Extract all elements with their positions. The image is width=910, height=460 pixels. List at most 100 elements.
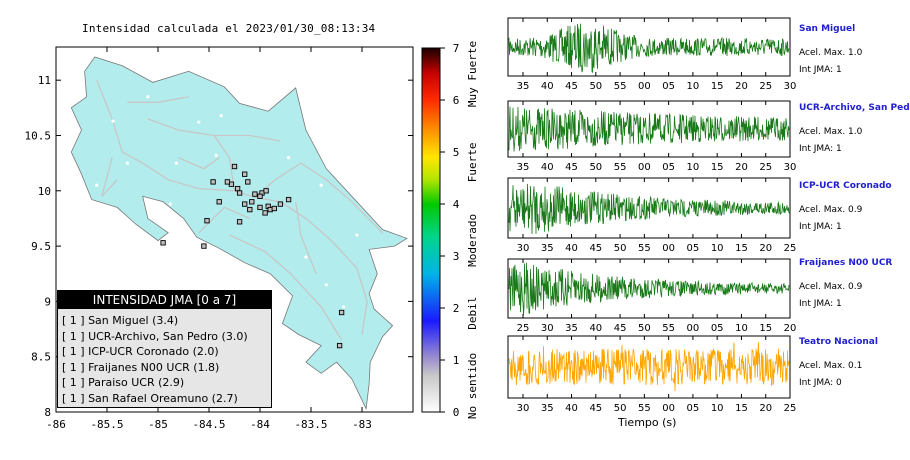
colorbar-category-label-4: Muy Fuerte <box>466 41 479 107</box>
station-intensity-label: Int JMA: 0 <box>799 378 842 388</box>
station-marker-4 <box>236 190 243 196</box>
map-ytick-label-4: 9 <box>44 295 51 308</box>
trace-tick-label-2-0: 30 <box>517 243 530 254</box>
waveform-trace-2 <box>508 183 790 235</box>
station-marker-25 <box>257 204 263 211</box>
waveform-trace-0 <box>508 23 790 74</box>
road-line-9 <box>295 201 317 274</box>
trace-tick-label-4-10: 20 <box>759 403 772 414</box>
trace-tick-label-2-1: 35 <box>541 243 554 254</box>
trace-tick-label-0-4: 55 <box>614 81 627 92</box>
trace-tick-label-0-9: 20 <box>735 81 748 92</box>
road-line-0 <box>96 79 256 199</box>
trace-tick-label-0-0: 35 <box>517 81 530 92</box>
map-frame <box>55 46 414 413</box>
road-line-4 <box>147 118 281 142</box>
colorbar-tick-label-2: 2 <box>453 302 460 315</box>
town-dot-14 <box>342 305 346 309</box>
trace-tick-label-4-9: 15 <box>735 403 748 414</box>
trace-tick-label-2-9: 15 <box>735 243 748 254</box>
station-acel-label: Acel. Max. 1.0 <box>799 127 863 137</box>
trace-tick-label-4-11: 25 <box>784 403 797 414</box>
station-intensity-label: Int JMA: 1 <box>799 299 842 309</box>
station-name-label: Teatro Nacional <box>799 337 878 347</box>
trace-tick-label-3-4: 45 <box>614 323 627 334</box>
station-marker-13 <box>216 199 222 205</box>
trace-tick-label-0-7: 10 <box>687 81 700 92</box>
trace-tick-label-1-6: 05 <box>662 162 675 173</box>
town-dot-10 <box>168 202 172 206</box>
map-ytick-label-0: 11 <box>38 74 51 87</box>
colorbar-tick-label-1: 1 <box>453 354 460 367</box>
trace-tick-label-1-7: 10 <box>687 162 700 173</box>
colorbar-tick-label-7: 7 <box>453 42 460 55</box>
trace-tick-label-0-3: 50 <box>589 81 602 92</box>
legend-item: [ 1 ] San Rafael Oreamuno (2.7) <box>62 391 238 405</box>
station-marker-10 <box>249 199 255 205</box>
trace-tick-label-2-7: 05 <box>687 243 700 254</box>
trace-tick-label-1-9: 20 <box>735 162 748 173</box>
trace-tick-label-4-2: 40 <box>565 403 578 414</box>
station-acel-label: Acel. Max. 0.1 <box>799 361 863 371</box>
road-line-6 <box>229 234 343 341</box>
colorbar-tick-label-5: 5 <box>453 146 460 159</box>
trace-tick-label-3-9: 10 <box>735 323 748 334</box>
trace-tick-label-3-7: 00 <box>687 323 700 334</box>
waveform-trace-1 <box>508 106 790 152</box>
town-dot-15 <box>248 100 252 104</box>
trace-tick-label-4-6: 00 <box>662 403 675 414</box>
station-marker-22 <box>201 243 207 249</box>
map-ytick-label-3: 9.5 <box>31 240 51 253</box>
station-marker-28 <box>336 342 343 349</box>
town-dot-7 <box>355 233 359 237</box>
trace-tick-label-1-10: 25 <box>759 162 772 173</box>
colorbar-tick-label-0: 0 <box>453 406 460 419</box>
trace-tick-label-1-8: 15 <box>711 162 724 173</box>
colorbar-category-label-2: Moderado <box>466 214 479 267</box>
station-marker-12 <box>247 206 253 213</box>
trace-tick-label-4-0: 30 <box>517 403 530 414</box>
trace-tick-label-4-5: 55 <box>638 403 651 414</box>
colorbar-category-label-1: Debil <box>466 297 479 330</box>
trace-tick-label-2-11: 25 <box>784 243 797 254</box>
trace-tick-label-4-4: 50 <box>614 403 627 414</box>
trace-tick-label-3-3: 40 <box>589 323 602 334</box>
station-name-label: UCR-Archivo, San Pedro <box>799 103 910 113</box>
trace-tick-label-2-6: 00 <box>662 243 675 254</box>
town-dot-6 <box>319 183 323 187</box>
station-acel-label: Acel. Max. 1.0 <box>799 48 863 58</box>
trace-tick-label-1-3: 50 <box>589 162 602 173</box>
station-marker-6 <box>252 191 258 197</box>
trace-tick-label-3-1: 30 <box>541 323 554 334</box>
waveform-trace-3 <box>508 262 790 315</box>
trace-tick-label-2-10: 20 <box>759 243 772 254</box>
town-dot-3 <box>214 153 218 157</box>
town-dot-11 <box>95 183 99 187</box>
station-intensity-label: Int JMA: 1 <box>799 144 842 154</box>
trace-tick-label-0-6: 05 <box>662 81 675 92</box>
station-name-label: ICP-UCR Coronado <box>799 181 892 191</box>
colorbar-gradient <box>421 47 441 413</box>
trace-tick-label-4-1: 35 <box>541 403 554 414</box>
trace-tick-label-3-6: 55 <box>662 323 675 334</box>
station-marker-21 <box>160 240 166 246</box>
station-intensity-label: Int JMA: 1 <box>799 222 842 232</box>
map-ytick-label-5: 8.5 <box>31 351 51 364</box>
intensity-map: -86 -85.5 -85 -84.5 -84 -83.5 -83 11 10.5 10 9.5 9 8… <box>25 46 414 431</box>
station-acel-label: Acel. Max. 0.9 <box>799 205 863 215</box>
colorbar-tick-label-3: 3 <box>453 250 460 263</box>
colorbar-category-label-0: No sentido <box>466 353 479 419</box>
trace-tick-label-4-7: 05 <box>687 403 700 414</box>
trace-tick-label-1-5: 00 <box>638 162 651 173</box>
waveform-trace-4 <box>508 342 790 392</box>
legend-item: [ 1 ] ICP-UCR Coronado (2.0) <box>62 345 219 358</box>
trace-tick-label-0-5: 00 <box>638 81 651 92</box>
map-title: Intensidad calculada el 2023/01/30_08:13… <box>82 22 376 35</box>
map-xtick-label-5: -83.5 <box>294 418 327 431</box>
trace-tick-label-2-8: 10 <box>711 243 724 254</box>
map-ytick-label-1: 10.5 <box>25 129 52 142</box>
map-xtick-label-4: -84 <box>250 418 270 431</box>
trace-tick-label-3-5: 50 <box>638 323 651 334</box>
station-marker-27 <box>338 309 345 316</box>
trace-tick-label-2-5: 55 <box>638 243 651 254</box>
